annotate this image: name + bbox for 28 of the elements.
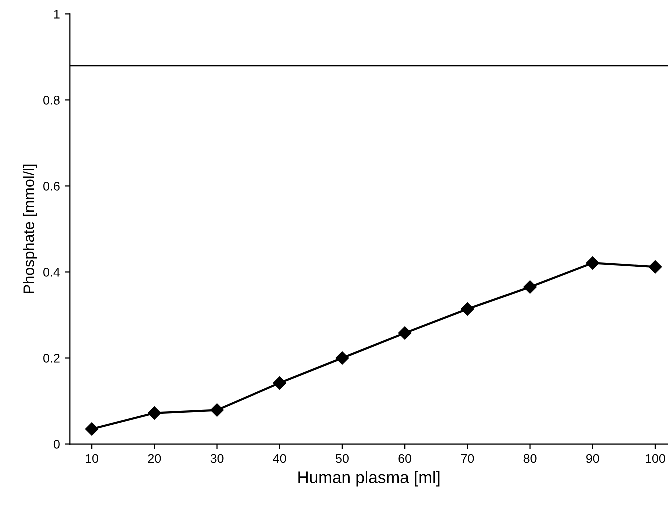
x-tick-label: 30 bbox=[210, 454, 224, 464]
point bbox=[85, 422, 99, 436]
point bbox=[398, 326, 412, 340]
y-tick-label: 1 bbox=[54, 10, 60, 19]
point bbox=[648, 260, 662, 274]
x-tick-label: 60 bbox=[398, 454, 412, 464]
point bbox=[273, 376, 286, 390]
point bbox=[524, 280, 537, 294]
x-tick-label: 100 bbox=[646, 454, 666, 464]
y-axis-title: Phosphate [mmol/l] bbox=[23, 164, 38, 294]
y-tick-label: 0 bbox=[54, 440, 60, 449]
point bbox=[461, 302, 474, 316]
x-tick-label: 90 bbox=[586, 454, 600, 464]
y-tick-label: 0.6 bbox=[44, 182, 60, 191]
point bbox=[586, 256, 600, 270]
x-axis-title: Human plasma [ml] bbox=[298, 471, 440, 487]
x-tick-label: 10 bbox=[86, 454, 99, 464]
point bbox=[148, 406, 162, 420]
y-tick-label: 0.8 bbox=[44, 96, 60, 105]
point bbox=[336, 352, 350, 365]
x-tick-label: 20 bbox=[148, 454, 162, 464]
point bbox=[210, 404, 224, 417]
x-tick-label: 50 bbox=[336, 454, 349, 464]
x-tick-label: 80 bbox=[524, 454, 537, 464]
y-tick-label: 0.2 bbox=[44, 354, 60, 363]
y-tick-label: 0.4 bbox=[44, 268, 60, 277]
x-tick-label: 70 bbox=[461, 454, 474, 464]
x-tick-label: 40 bbox=[273, 454, 286, 464]
